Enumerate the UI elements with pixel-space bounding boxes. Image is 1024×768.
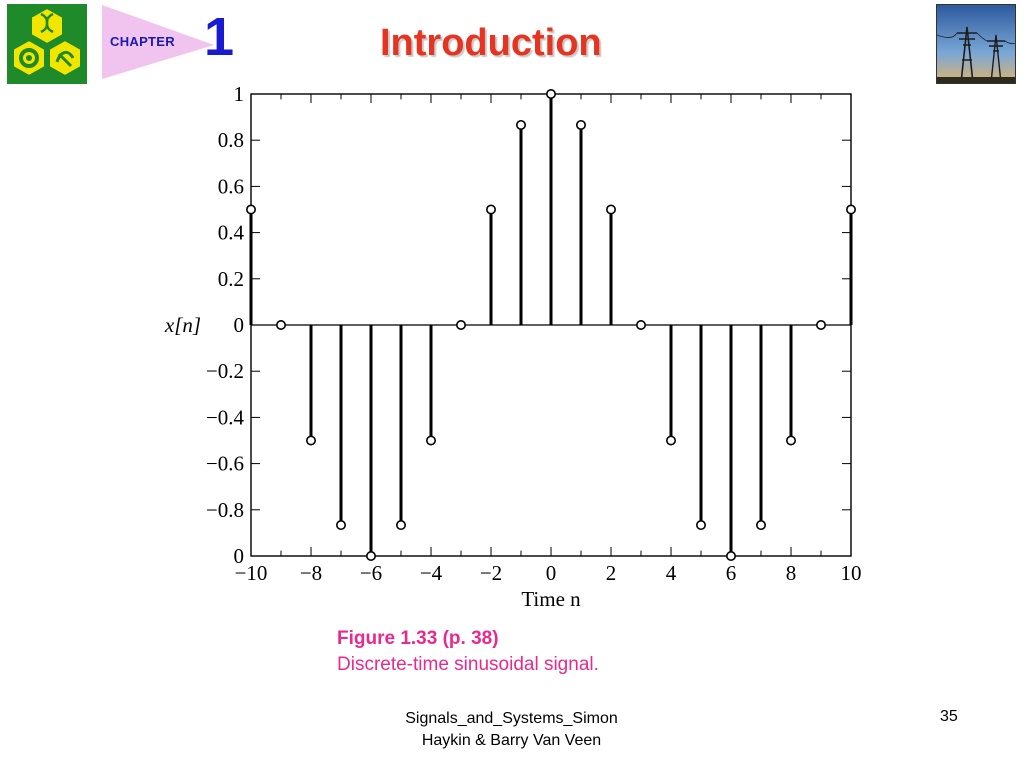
y-tick-label: −0.4: [206, 405, 245, 429]
y-tick-label: −0.8: [206, 498, 244, 522]
figure-number: Figure 1.33 (p. 38): [337, 628, 499, 649]
x-tick-label: 2: [606, 561, 617, 585]
stem-marker: [695, 520, 706, 531]
stem-marker: [485, 204, 496, 215]
figure-description: Discrete-time sinusoidal signal.: [337, 653, 599, 675]
chapter-badge-shape: [102, 5, 214, 79]
y-tick-label: 0: [234, 313, 245, 337]
stem-marker: [515, 119, 526, 130]
y-tick-label: 1: [234, 82, 245, 106]
y-tick-label: 0.8: [218, 128, 244, 152]
y-tick-label: 0: [234, 544, 245, 568]
x-tick-label: 4: [666, 561, 677, 585]
chapter-label: CHAPTER: [110, 34, 175, 49]
stem-marker: [755, 520, 766, 531]
x-tick-label: 8: [786, 561, 797, 585]
x-tick-label: −4: [420, 561, 443, 585]
stem-marker: [545, 89, 556, 100]
stem-marker: [395, 520, 406, 531]
page-number: 35: [940, 708, 958, 725]
stem-marker: [335, 520, 346, 531]
footer-source: Signals_and_Systems_Simon Haykin & Barry…: [370, 708, 653, 753]
y-tick-label: 0.4: [218, 221, 245, 245]
x-tick-label: −2: [480, 561, 502, 585]
x-tick-label: −8: [300, 561, 322, 585]
stem-marker: [605, 204, 616, 215]
page-title: Introduction: [380, 22, 602, 64]
stem-marker: [725, 550, 736, 561]
y-tick-label: 0.2: [218, 267, 244, 291]
x-tick-label: −10: [235, 561, 268, 585]
y-tick-label: −0.6: [206, 452, 244, 476]
footer-source-line1: Signals_and_Systems_Simon: [405, 710, 618, 727]
stem-marker: [575, 119, 586, 130]
chapter-number: 1: [204, 7, 235, 67]
stem-marker: [845, 204, 856, 215]
stem-marker: [246, 204, 257, 215]
power-transmission-towers-image: [936, 4, 1016, 84]
dna-gear-hexagon-logo-icon: [7, 4, 87, 84]
y-tick-label: −0.2: [206, 359, 244, 383]
stem-marker: [365, 550, 376, 561]
stem-marker: [455, 319, 466, 330]
x-tick-label: 10: [841, 561, 862, 585]
y-tick-label: 0.6: [218, 174, 244, 198]
stem-marker: [425, 435, 436, 446]
stem-marker: [305, 435, 316, 446]
y-axis-label: x[n]: [164, 313, 201, 337]
footer-source-line2: Haykin & Barry Van Veen: [421, 732, 602, 750]
x-tick-label: 6: [726, 561, 737, 585]
stem-marker: [785, 435, 796, 446]
x-tick-label: −6: [360, 561, 382, 585]
x-axis-label: Time n: [521, 587, 581, 611]
x-tick-label: 0: [546, 561, 557, 585]
stem-marker: [635, 319, 646, 330]
stem-marker: [665, 435, 676, 446]
figure-caption: Figure 1.33 (p. 38) Discrete-time sinuso…: [337, 626, 599, 677]
stem-marker: [275, 319, 286, 330]
stem-marker: [815, 319, 826, 330]
